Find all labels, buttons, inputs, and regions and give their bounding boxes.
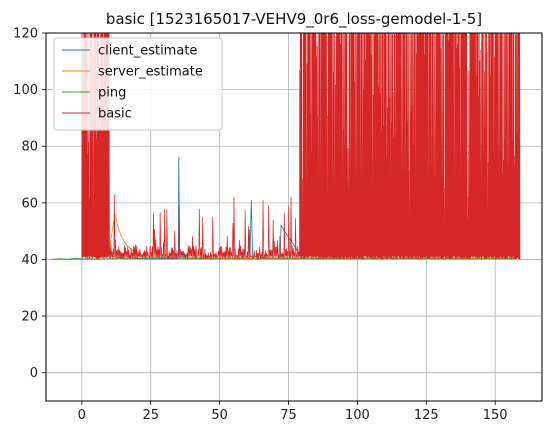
x-tick-label: 25: [142, 408, 159, 423]
axes-frame: [45, 32, 543, 402]
y-tick-label: 60: [21, 196, 38, 211]
y-tick-label: 100: [13, 83, 38, 98]
y-tick-label: 120: [13, 27, 38, 42]
x-tick-label: 75: [280, 408, 297, 423]
legend-box: [53, 37, 223, 131]
x-tick-label: 0: [78, 408, 86, 423]
series-line-basic: [81, 33, 521, 260]
legend-label-ping: ping: [98, 86, 126, 101]
series-layer: [51, 33, 521, 260]
x-tick-label: 125: [414, 408, 439, 423]
x-tick-label: 150: [483, 408, 508, 423]
legend-label-server-estimate: server_estimate: [98, 65, 203, 80]
legend-label-basic: basic: [98, 107, 132, 122]
x-tick-label: 50: [211, 408, 228, 423]
x-tick-label: 100: [345, 408, 370, 423]
y-tick-label: 40: [21, 253, 38, 268]
y-tick-label: 0: [30, 366, 38, 381]
y-tick-label: 20: [21, 310, 38, 325]
plot-area: [51, 33, 521, 260]
y-tick-label: 80: [21, 140, 38, 155]
chart-title: basic [1523165017-VEHV9_0r6_loss-gemodel…: [106, 10, 482, 29]
axes: 0 25 50 75 100 125 150 0 20 40 60 80 100 120: [13, 27, 543, 423]
legend-label-client-estimate: client_estimate: [98, 44, 197, 59]
series-line-ping: [51, 257, 518, 260]
